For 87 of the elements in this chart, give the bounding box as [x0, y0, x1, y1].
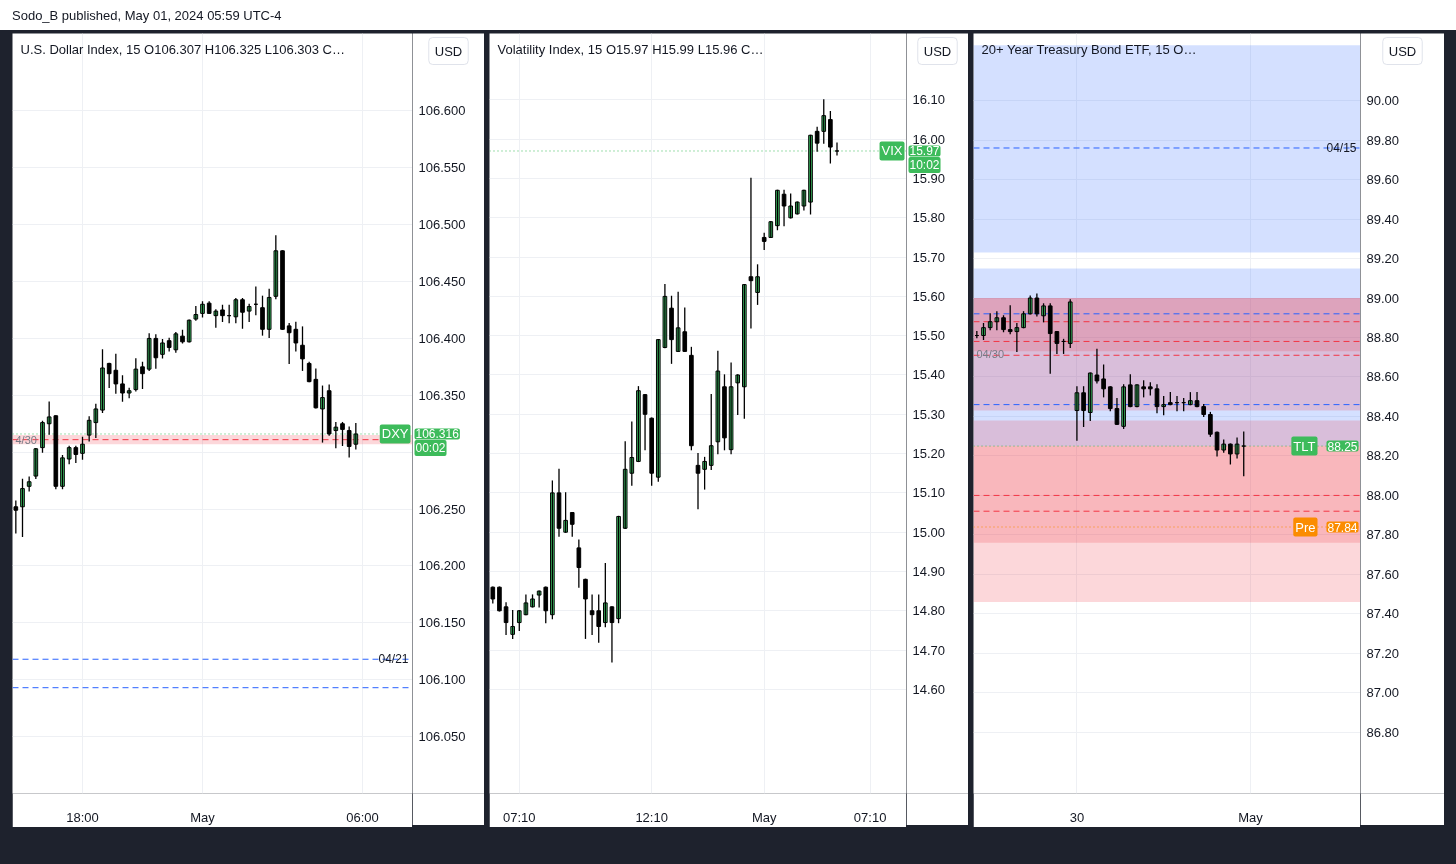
candlestick [340, 421, 345, 447]
annotation: 15.97 [909, 144, 940, 159]
band-label: 04/30 [976, 348, 1005, 361]
y-tick-label: 87.20 [1366, 645, 1400, 661]
y-tick-label: 15.70 [912, 249, 946, 265]
y-tick-label: 14.90 [912, 563, 946, 579]
band-label: 4/30 [15, 433, 37, 446]
annotation: 87.84 [1327, 520, 1358, 535]
y-tick-label: 14.70 [912, 642, 946, 658]
y-tick-label: 16.00 [912, 131, 946, 147]
candlestick [280, 250, 285, 330]
ref-line-label: Pre [1295, 519, 1316, 535]
y-tick-label: 15.20 [912, 446, 946, 462]
y-tick-label: 88.60 [1366, 369, 1400, 385]
y-tick-label: 15.40 [912, 367, 946, 383]
y-tick-label: 87.00 [1366, 685, 1400, 701]
y-tick-label: 89.80 [1366, 132, 1400, 148]
x-tick-label: May [751, 809, 777, 825]
candlestick [240, 297, 245, 329]
text: 20+ Year Treasury Bond ETF, 15 O… [981, 41, 1197, 57]
y-tick-label: 106.600 [418, 103, 466, 119]
y-tick-label: 89.20 [1366, 251, 1400, 267]
candlestick [569, 511, 575, 537]
y-tick-label: 14.60 [912, 681, 946, 697]
x-tick-label: 07:10 [503, 809, 536, 825]
ref-line-label: VIX [881, 143, 903, 159]
y-tick-label: 87.40 [1366, 606, 1400, 622]
y-tick-label: 88.80 [1366, 330, 1400, 345]
y-tick-label: 106.450 [418, 274, 466, 290]
y-tick-label: 106.400 [418, 330, 466, 346]
y-tick-label: 88.00 [1366, 487, 1400, 503]
x-tick-label: May [190, 809, 216, 825]
y-tick-label: 15.90 [912, 171, 946, 187]
x-tick-label: 18:00 [66, 809, 99, 825]
y-tick-label: 87.60 [1366, 566, 1400, 582]
candlestick [497, 586, 502, 612]
y-tick-label: 15.50 [912, 328, 946, 344]
ref-line-label: DXY [381, 426, 409, 442]
y-tick-label: 106.350 [418, 387, 466, 403]
x-tick-label: 30 [1069, 809, 1085, 825]
y-tick-label: 106.500 [418, 217, 466, 233]
y-tick-label: 88.20 [1366, 448, 1400, 464]
candlestick [563, 492, 568, 533]
candlestick [13, 500, 19, 534]
y-tick-label: 15.60 [912, 288, 946, 304]
y-axis-title: USD [1388, 43, 1417, 59]
x-tick-label: 06:00 [346, 809, 379, 825]
text: Volatility Index, 15 O15.97 H15.99 L15.96 C… [497, 41, 764, 57]
y-tick-label: 15.00 [912, 524, 946, 540]
text: U.S. Dollar Index, 15 O106.307 H106.325 L106.303 C… [20, 41, 345, 57]
candlestick [510, 610, 515, 639]
y-axis-title: USD [923, 43, 952, 59]
text: Sodo_B published, May 01, 2024 05:59 UTC-4 [12, 7, 282, 25]
candlestick [160, 338, 165, 359]
candlestick [1228, 443, 1233, 465]
y-tick-label: 15.30 [912, 406, 946, 422]
y-tick-label: 14.80 [912, 603, 946, 619]
x-tick-label: 12:10 [635, 809, 668, 825]
y-axis-title: USD [434, 43, 463, 59]
y-tick-label: 90.00 [1366, 93, 1400, 109]
y-tick-label: 15.10 [912, 485, 946, 501]
text: 00:02 [415, 440, 446, 455]
y-tick-label: 89.00 [1366, 290, 1400, 306]
candlestick [120, 375, 125, 402]
ref-line-label: TLT [1293, 438, 1316, 454]
annotation: 04/21 [378, 652, 409, 667]
y-tick-label: 106.150 [418, 615, 466, 631]
candlestick [186, 319, 192, 343]
y-tick-label: 15.80 [912, 210, 946, 226]
y-tick-label: 106.200 [418, 558, 466, 574]
text: 10:02 [909, 158, 940, 172]
y-tick-label: 106.050 [418, 729, 466, 745]
y-tick-label: 86.80 [1366, 724, 1400, 740]
y-tick-label: 89.60 [1366, 172, 1400, 188]
annotation: 04/15 [1326, 140, 1357, 155]
text: 106.316 [415, 427, 460, 442]
candlestick [702, 456, 707, 490]
annotation: 88.25 [1327, 439, 1358, 454]
y-tick-label: 106.100 [418, 672, 466, 688]
x-tick-label: 07:10 [853, 809, 887, 825]
x-tick-label: May [1238, 809, 1264, 825]
y-tick-label: 88.40 [1366, 408, 1400, 424]
y-tick-label: 16.10 [912, 92, 946, 108]
y-tick-label: 106.250 [418, 501, 466, 517]
y-tick-label: 89.40 [1366, 211, 1400, 227]
y-tick-label: 87.80 [1366, 527, 1400, 543]
y-tick-label: 106.550 [418, 160, 466, 176]
